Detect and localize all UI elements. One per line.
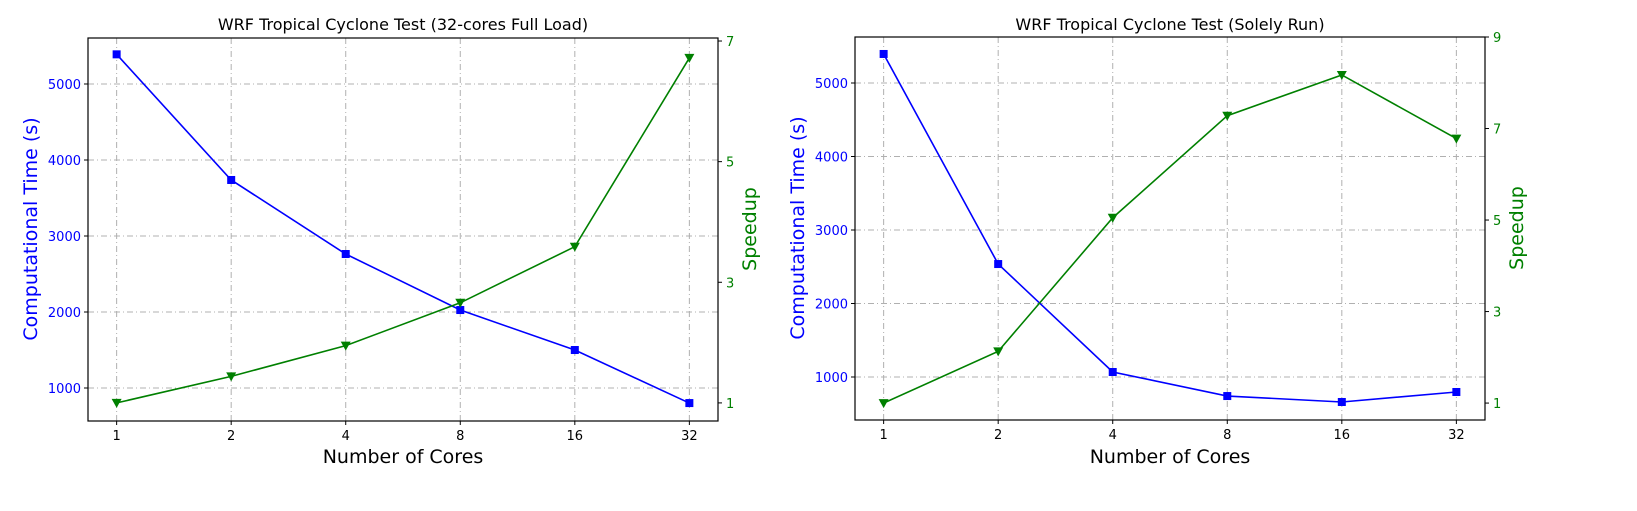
x-tick-label: 8 <box>1223 428 1231 443</box>
time-data-point <box>112 50 121 59</box>
speedup-data-point <box>878 399 889 409</box>
time-data-point <box>456 306 465 315</box>
y-tick-label: 3000 <box>48 230 81 245</box>
chart-title: WRF Tropical Cyclone Test (Solely Run) <box>1015 15 1324 34</box>
y-axis-label: Computational Time (s) <box>787 116 809 339</box>
x-tick-label: 1 <box>112 429 120 444</box>
speedup-data-point <box>455 298 466 308</box>
time-data-point <box>1452 387 1461 396</box>
y2-tick-label: 5 <box>726 156 734 171</box>
x-tick-label: 2 <box>994 428 1002 443</box>
x-axis-label: Number of Cores <box>1090 446 1251 468</box>
y-tick-label: 4000 <box>815 151 848 166</box>
x-tick-label: 4 <box>1109 428 1117 443</box>
y-axis-label: Computational Time (s) <box>20 117 42 340</box>
speedup-data-point <box>1336 70 1347 80</box>
plot-frame <box>87 37 719 422</box>
speedup-data-point <box>993 347 1004 357</box>
time-data-point <box>994 260 1003 269</box>
y2-tick-label: 9 <box>1493 31 1501 46</box>
y2-tick-label: 3 <box>726 276 734 291</box>
y-tick-label: 5000 <box>815 77 848 92</box>
y2-tick-label: 1 <box>1493 397 1501 412</box>
speedup-data-point <box>226 372 237 382</box>
x-tick-label: 16 <box>567 429 584 444</box>
time-data-point <box>1108 368 1117 377</box>
y-tick-label: 2000 <box>815 298 848 313</box>
speedup-data-point <box>1451 134 1462 144</box>
speedup-series-line <box>883 74 1457 404</box>
x-tick-label: 2 <box>227 429 235 444</box>
y-tick-label: 1000 <box>48 382 81 397</box>
x-tick-label: 4 <box>342 429 350 444</box>
chart-title: WRF Tropical Cyclone Test (32-cores Full… <box>218 15 588 34</box>
y2-axis-label: Speedup <box>1506 186 1528 270</box>
time-data-point <box>1223 392 1232 401</box>
speedup-data-point <box>1222 111 1233 121</box>
time-data-point <box>1337 397 1346 406</box>
y2-tick-label: 5 <box>1493 214 1501 229</box>
x-tick-label: 8 <box>456 429 464 444</box>
time-data-point <box>341 250 350 259</box>
y-tick-label: 5000 <box>48 78 81 93</box>
speedup-series-line <box>116 57 691 404</box>
time-data-point <box>685 399 694 408</box>
x-tick-label: 1 <box>879 428 887 443</box>
y-tick-label: 3000 <box>815 224 848 239</box>
y2-tick-label: 1 <box>726 397 734 412</box>
time-series-line <box>116 53 690 404</box>
y2-tick-label: 3 <box>1493 306 1501 321</box>
chart-solely-run: WRF Tropical Cyclone Test (Solely Run) N… <box>787 15 1528 468</box>
speedup-data-point <box>111 398 122 408</box>
y2-tick-label: 7 <box>1493 123 1501 138</box>
x-tick-label: 32 <box>1448 428 1465 443</box>
x-axis-label: Number of Cores <box>323 446 484 468</box>
chart-full-load: WRF Tropical Cyclone Test (32-cores Full… <box>20 15 761 468</box>
speedup-data-point <box>569 242 580 252</box>
speedup-data-point <box>1107 213 1118 223</box>
y-tick-label: 1000 <box>815 371 848 386</box>
y2-axis-label: Speedup <box>739 187 761 271</box>
y-tick-label: 2000 <box>48 306 81 321</box>
time-data-point <box>227 175 236 184</box>
y2-tick-label: 7 <box>726 35 734 50</box>
time-data-point <box>570 346 579 355</box>
speedup-data-point <box>684 53 695 63</box>
y-tick-label: 4000 <box>48 154 81 169</box>
speedup-data-point <box>340 341 351 351</box>
plot-frame <box>854 36 1486 421</box>
x-tick-label: 32 <box>681 429 698 444</box>
time-data-point <box>879 49 888 58</box>
x-tick-label: 16 <box>1334 428 1351 443</box>
time-series-line <box>882 53 1457 403</box>
